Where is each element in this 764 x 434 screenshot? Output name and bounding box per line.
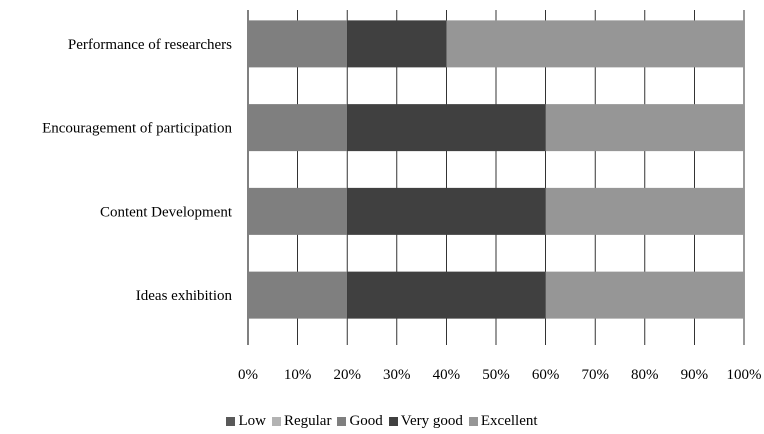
bar-segment — [347, 104, 546, 152]
category-label: Content Development — [100, 204, 233, 220]
legend-swatch — [337, 417, 347, 426]
x-tick-label: 50% — [482, 367, 510, 383]
x-tick-label: 10% — [284, 367, 312, 383]
bar-segment — [545, 104, 744, 152]
legend: Low Regular Good Very good Excellent — [0, 413, 764, 430]
bar-segment — [347, 271, 546, 319]
legend-label: Good — [349, 413, 383, 429]
bar-segment — [545, 187, 744, 235]
x-tick-label: 60% — [532, 367, 560, 383]
x-tick-label: 20% — [333, 367, 361, 383]
legend-label: Excellent — [480, 413, 538, 429]
x-tick-label: 100% — [727, 367, 762, 383]
bar-segment — [248, 187, 348, 235]
x-tick-labels: 0% 10% 20% 30% 40% 50% 60% 70% 80% 90% 100% — [238, 367, 762, 383]
legend-item: Low — [226, 413, 266, 430]
x-tick-label: 0% — [238, 367, 258, 383]
category-labels: Performance of researchers Encouragement … — [42, 37, 233, 304]
legend-label: Low — [238, 413, 266, 429]
category-label: Encouragement of participation — [42, 121, 232, 137]
x-tick-label: 70% — [581, 367, 609, 383]
bar-segment — [248, 104, 348, 152]
x-tick-label: 40% — [433, 367, 461, 383]
legend-item: Very good — [388, 413, 463, 430]
legend-label: Very good — [400, 413, 463, 429]
legend-label: Regular — [283, 413, 332, 429]
category-label: Ideas exhibition — [136, 288, 233, 304]
bars — [248, 20, 744, 319]
legend-swatch — [271, 417, 281, 426]
bar-segment — [248, 20, 348, 68]
legend-swatch — [468, 417, 478, 426]
bar-segment — [347, 20, 447, 68]
x-tick-label: 90% — [681, 367, 709, 383]
legend-swatch — [226, 417, 236, 426]
legend-item: Excellent — [468, 413, 538, 430]
x-tick-label: 80% — [631, 367, 659, 383]
bar-segment — [347, 187, 546, 235]
category-label: Performance of researchers — [68, 37, 232, 53]
stacked-bar-chart: Performance of researchers Encouragement … — [42, 10, 762, 383]
bar-segment — [248, 271, 348, 319]
x-tick-label: 30% — [383, 367, 411, 383]
bar-segment — [545, 271, 744, 319]
bar-segment — [446, 20, 744, 68]
legend-item: Good — [337, 413, 383, 430]
legend-item: Regular — [271, 413, 332, 430]
legend-swatch — [388, 417, 398, 426]
